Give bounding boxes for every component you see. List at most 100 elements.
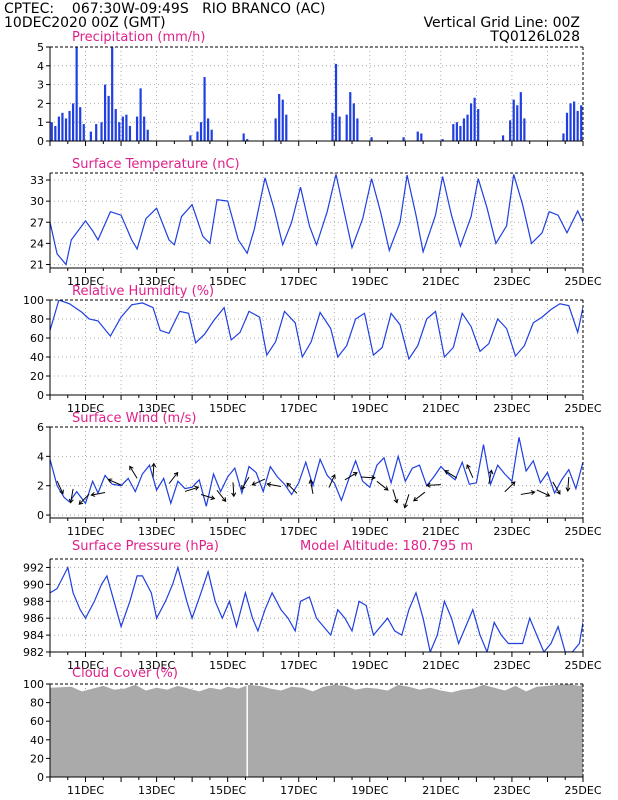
wind-arrow-head [68, 498, 74, 504]
x-tick-label: 19DEC [351, 659, 388, 672]
precip-bar [356, 118, 359, 141]
wind-arrow [426, 484, 441, 486]
y-tick-label: 5 [37, 41, 44, 54]
wind-arrow-head [308, 479, 314, 484]
series-line-4 [50, 565, 583, 652]
wind-arrow [286, 483, 298, 494]
wind-arrow [232, 482, 235, 497]
wind-arrow-head [107, 478, 113, 483]
wind-arrow-head [151, 462, 157, 468]
header-model-id: TQ0126L028 [490, 29, 580, 45]
y-tick-label: 30 [30, 195, 44, 208]
precip-bar [79, 107, 82, 141]
y-tick-label: 60 [30, 715, 44, 728]
y-tick-label: 20 [30, 370, 44, 383]
x-tick-label: 21DEC [422, 659, 459, 672]
precip-bar [196, 131, 199, 141]
precip-bar [95, 124, 98, 141]
precip-bar [189, 135, 192, 141]
precip-bar [523, 118, 526, 141]
precip-bar [576, 110, 579, 141]
precip-bar [562, 133, 565, 141]
x-tick-label: 13DEC [138, 659, 175, 672]
header-grid-note: Vertical Grid Line: 00Z [423, 15, 580, 31]
panel-annotation-4: Model Altitude: 180.795 m [300, 539, 473, 554]
precip-bar [135, 116, 139, 141]
x-tick-label: 11DEC [67, 525, 104, 538]
x-tick-label: 25DEC [564, 275, 601, 288]
precip-bar [565, 112, 569, 141]
precip-bar [118, 122, 121, 141]
wind-arrow [129, 466, 138, 479]
wind-arrow [56, 480, 64, 494]
precip-bar [349, 92, 352, 141]
precip-bar [89, 131, 92, 141]
precip-bar [459, 125, 462, 141]
precip-bar [512, 99, 515, 141]
precip-bar [370, 137, 373, 141]
precip-bar [278, 94, 281, 141]
precip-bar [416, 131, 419, 141]
precip-bar [402, 137, 405, 141]
wind-arrow-head [530, 490, 536, 496]
y-tick-label: 988 [23, 595, 44, 608]
cloud-area [50, 684, 583, 777]
y-tick-label: 33 [30, 174, 44, 187]
precip-bar [466, 114, 469, 141]
x-tick-label: 13DEC [138, 402, 175, 415]
precip-bar [121, 116, 124, 141]
y-tick-label: 2 [37, 97, 44, 110]
x-tick-label: 19DEC [351, 525, 388, 538]
precip-bar [114, 109, 117, 141]
precip-bar [246, 139, 249, 141]
y-tick-label: 40 [30, 351, 44, 364]
x-tick-label: 13DEC [138, 275, 175, 288]
wind-arrow-head [241, 485, 246, 490]
wind-arrow-head [352, 472, 358, 477]
y-tick-label: 80 [30, 697, 44, 710]
precip-bar [71, 103, 75, 141]
wind-arrow [267, 483, 282, 488]
precip-bar [125, 114, 128, 141]
wind-arrow-head [403, 503, 408, 509]
wind-arrow-head [466, 464, 471, 469]
precip-bar [516, 105, 519, 141]
precip-bar [146, 129, 149, 141]
x-tick-label: 11DEC [67, 784, 104, 797]
wind-arrow [376, 480, 389, 491]
y-tick-label: 80 [30, 313, 44, 326]
wind-arrow [184, 486, 199, 492]
x-tick-label: 17DEC [280, 402, 317, 415]
precip-bar [285, 114, 288, 141]
precip-bar [111, 47, 114, 141]
precip-bar [573, 101, 576, 141]
y-tick-label: 6 [37, 421, 44, 434]
precip-bar [469, 103, 473, 141]
wind-arrow [536, 489, 550, 497]
precip-bar [274, 118, 277, 141]
x-tick-label: 17DEC [280, 525, 317, 538]
precip-bar [441, 139, 444, 141]
y-tick-label: 24 [30, 237, 44, 250]
precip-bar [352, 103, 355, 141]
precip-bar [207, 118, 210, 141]
x-tick-label: 17DEC [280, 275, 317, 288]
wind-arrow-head [393, 498, 399, 504]
wind-arrow [328, 474, 336, 488]
wind-arrow-head [221, 497, 227, 503]
wind-arrow-head [78, 500, 84, 505]
x-tick-label: 15DEC [209, 784, 246, 797]
wind-arrow [413, 491, 426, 502]
precip-bar [473, 97, 476, 141]
wind-arrow [70, 488, 74, 503]
x-tick-label: 17DEC [280, 784, 317, 797]
y-tick-label: 3 [37, 79, 44, 92]
wind-arrow [466, 464, 474, 478]
precip-bar [242, 133, 245, 141]
precip-bar [50, 122, 53, 141]
x-tick-label: 21DEC [422, 402, 459, 415]
series-line-3 [50, 437, 583, 507]
precip-bar [210, 129, 213, 141]
precip-bar [100, 122, 103, 141]
wind-arrow [91, 491, 106, 496]
